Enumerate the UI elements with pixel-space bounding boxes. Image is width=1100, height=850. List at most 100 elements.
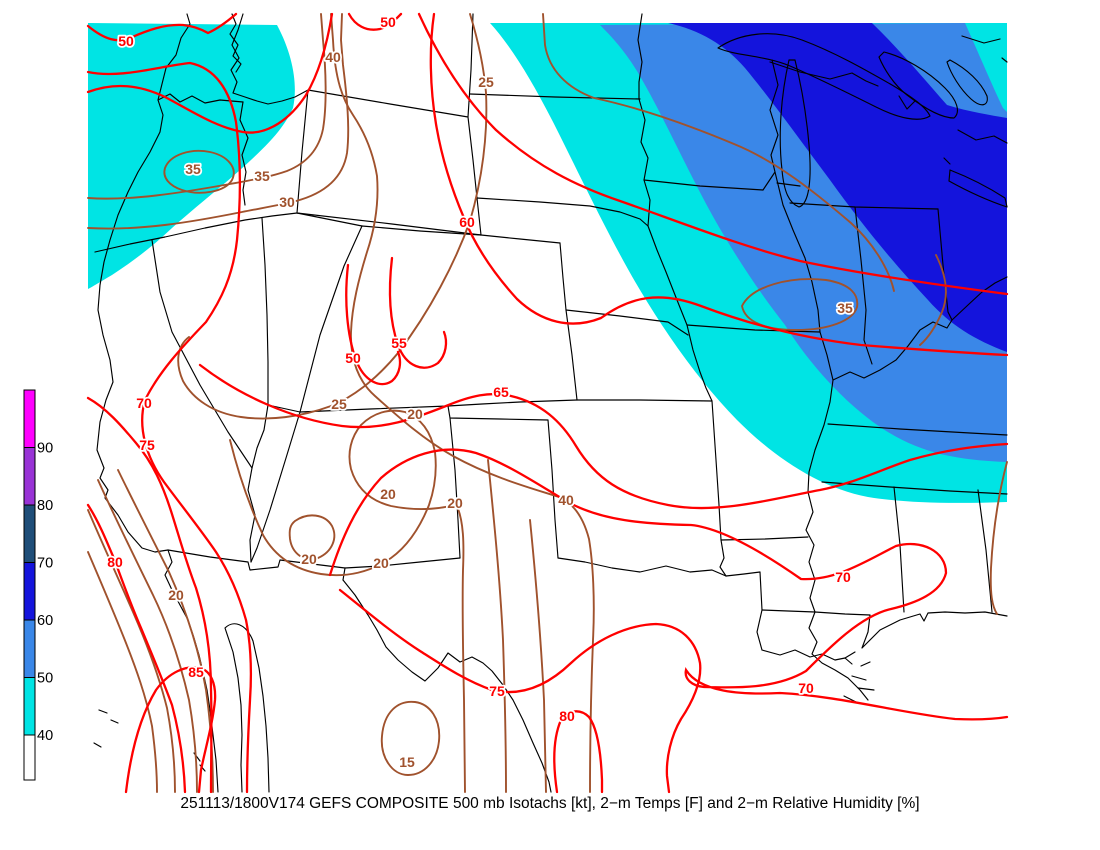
mississippi-river — [774, 171, 869, 701]
nd-sd-border — [469, 93, 641, 100]
puget-sound — [229, 13, 242, 73]
isotach-label: 20 — [373, 555, 389, 571]
temp-label: 80 — [107, 554, 123, 570]
temp-label: 55 — [391, 335, 407, 351]
isotach-contour — [919, 254, 947, 346]
temp-contour — [417, 12, 1009, 296]
isotach-contour — [529, 519, 547, 793]
isotach-contour — [177, 13, 488, 420]
isotach-contour — [87, 13, 350, 230]
wi-il-border — [776, 182, 801, 187]
ar-la-border — [761, 609, 816, 613]
isotach-label: 20 — [301, 551, 317, 567]
isotach-label: 20 — [380, 486, 396, 502]
upper-peninsula-shore — [769, 61, 879, 87]
temp-label: 50 — [118, 33, 134, 49]
or-id-border — [239, 101, 249, 206]
isotach-contour — [542, 13, 895, 292]
isotach-contour — [288, 514, 336, 561]
nv-az-border — [251, 404, 269, 469]
nm-tx-border — [449, 417, 461, 559]
chart-title: 251113/1800V174 GEFS COMPOSITE 500 mb Is… — [180, 795, 920, 812]
colorbar-segment — [23, 504, 36, 563]
temp-label: 85 — [188, 664, 204, 680]
temp-label: 80 — [559, 708, 575, 724]
mi-south-border — [789, 202, 939, 210]
channel-islands — [93, 709, 206, 772]
isotach-label: 20 — [447, 495, 463, 511]
lake-superior — [717, 33, 931, 120]
mn-west-border — [637, 13, 649, 181]
isotach-label: 20 — [407, 406, 423, 422]
temp-label: 60 — [459, 214, 475, 230]
temp-contour — [86, 61, 253, 794]
ky-tn-border — [827, 423, 1008, 436]
ok-panhandle — [447, 405, 559, 559]
colorbar-tick-label: 70 — [37, 556, 53, 572]
isotach-label: 20 — [168, 587, 184, 603]
id-mt-border — [230, 13, 309, 105]
co-ks-border — [565, 309, 578, 401]
colorbar-tick-label: 40 — [37, 728, 53, 744]
colorbar-segment — [23, 677, 36, 736]
wa-or-border — [157, 93, 244, 104]
parallel-42n — [94, 212, 298, 253]
tx-ar-border — [725, 571, 763, 611]
temp-contour — [328, 448, 1009, 721]
nv-ut-border — [261, 217, 269, 406]
canada-shoreline — [957, 35, 1008, 144]
parallel-37n — [299, 399, 713, 413]
ia-north-border — [643, 179, 764, 191]
lake-st-clair — [943, 157, 951, 165]
isotach-label: 25 — [331, 396, 347, 412]
rh-fill-nw-40 — [88, 23, 295, 289]
isotach-contour — [97, 479, 198, 793]
temp-contour — [86, 396, 213, 794]
tx-la-border — [756, 609, 763, 651]
mississippi-delta — [843, 651, 875, 703]
isotach-label: 35 — [185, 161, 201, 177]
isotach-contour — [487, 459, 507, 793]
isotach-contour — [989, 461, 1008, 615]
us-mexico-border — [167, 549, 346, 581]
sd-ne-border — [476, 197, 649, 227]
red-river-border — [557, 557, 727, 577]
isotach-label: 30 — [279, 194, 295, 210]
isotach-contour — [87, 551, 158, 793]
lake-huron — [878, 51, 958, 119]
colorbar-segment — [23, 562, 36, 621]
temp-label: 65 — [493, 384, 509, 400]
temp-label: 70 — [136, 395, 152, 411]
ms-al-border — [893, 486, 905, 613]
ut-wy-border — [296, 212, 363, 227]
temp-contour — [124, 666, 217, 794]
temp-label: 70 — [798, 680, 814, 696]
gulf-coast — [761, 611, 1008, 665]
georgian-bay — [946, 59, 988, 106]
colorbar-segment — [23, 389, 36, 448]
temp-label: 50 — [345, 350, 361, 366]
temp-contour — [388, 256, 448, 369]
humidity-shading-layer — [88, 23, 1007, 503]
temp-label: 70 — [835, 569, 851, 585]
contour-labels-layer: 50 50 60 50 55 65 70 75 80 85 70 70 75 80 35 35 30 40 25 25… — [105, 12, 854, 772]
parallel-41n — [361, 225, 561, 244]
rio-grande — [342, 579, 552, 793]
colorbar-tick-label: 50 — [37, 671, 53, 687]
ia-mo-border — [686, 324, 821, 333]
isotach-label: 25 — [478, 74, 494, 90]
temp-contour — [86, 12, 334, 134]
lake-michigan — [779, 59, 811, 208]
ohio-river — [832, 276, 1008, 381]
wyoming-outline — [296, 89, 482, 236]
temp-contour — [345, 263, 402, 386]
colorbar-tick-label: 60 — [37, 613, 53, 629]
temp-label: 75 — [489, 683, 505, 699]
colorbar-tick-label: 80 — [37, 498, 53, 514]
mn-wi-border — [762, 59, 779, 191]
nm-south-border — [344, 557, 461, 569]
temp-contour — [86, 503, 187, 794]
temp-label: 50 — [380, 14, 396, 30]
isotach-contour — [229, 409, 466, 793]
